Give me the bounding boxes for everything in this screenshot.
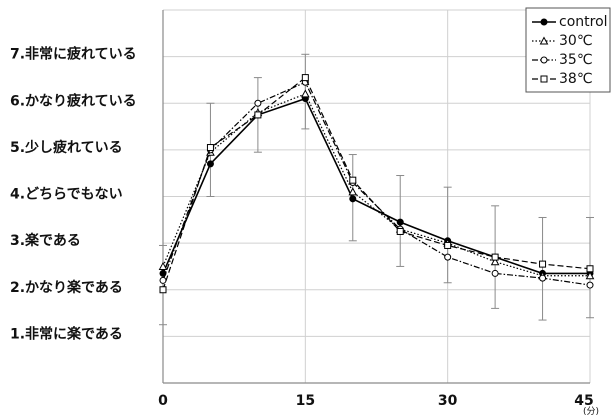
error-bars [159, 53, 594, 326]
point-marker [206, 160, 214, 168]
point-marker [444, 241, 452, 249]
y-tick-label: 1.非常に楽である [10, 325, 123, 342]
point-marker [491, 269, 499, 277]
point-marker [539, 274, 547, 282]
y-tick-labels: 7.非常に疲れている 6.かなり疲れている 5.少し疲れている 4.どちらでもない 3.… [10, 46, 137, 343]
point-marker [396, 218, 404, 226]
x-tick-label: 30 [438, 393, 458, 409]
series-line [162, 93, 590, 277]
point-marker [586, 265, 594, 273]
point-marker [586, 281, 594, 289]
point-marker [540, 75, 548, 83]
point-marker [349, 195, 357, 203]
point-marker [349, 176, 357, 184]
point-marker [159, 286, 167, 294]
point-marker [540, 56, 548, 64]
point-marker [254, 111, 262, 119]
point-marker [254, 99, 262, 107]
point-marker [396, 227, 404, 235]
y-tick-label: 7.非常に疲れている [10, 46, 137, 63]
point-marker [348, 187, 358, 196]
point-marker [585, 271, 595, 280]
x-tick-label: 15 [296, 393, 315, 409]
series-3 [159, 78, 594, 289]
y-tick-label: 4.どちらでもない [10, 187, 123, 203]
legend-label: 38℃ [559, 71, 593, 87]
point-marker [159, 276, 167, 284]
legend-label: 30℃ [559, 33, 593, 49]
point-marker [491, 253, 499, 261]
point-marker [539, 260, 547, 268]
y-tick-label: 2.かなり楽である [10, 279, 123, 296]
y-tick-label: 5.少し疲れている [10, 139, 123, 156]
point-marker [158, 261, 168, 270]
point-marker [206, 144, 214, 152]
point-marker [490, 257, 500, 266]
series-1 [159, 95, 594, 277]
point-marker [444, 253, 452, 261]
point-marker [540, 18, 548, 26]
y-tick-label: 6.かなり疲れている [10, 92, 137, 109]
point-marker [300, 89, 310, 98]
y-tick-label: 3.楽である [10, 232, 81, 249]
x-unit-label: (分) [583, 406, 599, 415]
legend-label: control [559, 14, 608, 30]
point-marker [301, 74, 309, 82]
x-tick-label: 45 [574, 393, 593, 409]
series-4 [159, 74, 594, 294]
point-marker [539, 36, 549, 45]
x-tick-labels: 0 15 30 45 [158, 393, 594, 409]
legend-label: 35℃ [559, 52, 593, 68]
x-tick-label: 0 [158, 393, 168, 409]
series-group [158, 74, 595, 294]
series-line [162, 81, 591, 286]
series-line [162, 97, 590, 275]
series-line [162, 76, 591, 290]
series-2 [158, 89, 595, 280]
legend: control 30℃ 35℃ 38℃ [525, 7, 611, 93]
